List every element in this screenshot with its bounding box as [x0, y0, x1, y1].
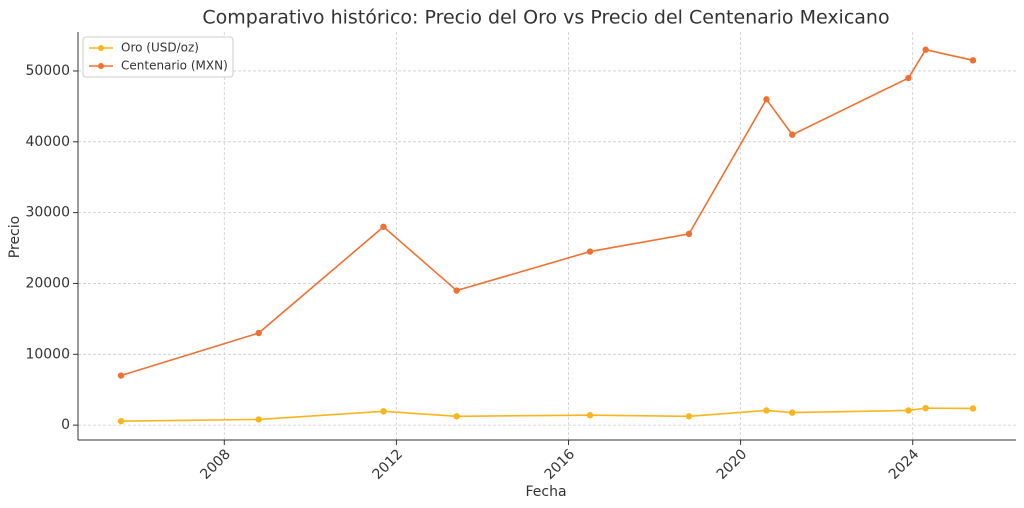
data-point [380, 223, 387, 230]
data-point [586, 412, 594, 419]
legend-label: Oro (USD/oz) [121, 41, 199, 55]
data-point [922, 46, 929, 53]
data-point [763, 407, 770, 414]
data-point [255, 329, 262, 337]
data-point [969, 57, 977, 64]
x-tick-label: 2012 [370, 446, 407, 483]
y-tick-label: 50000 [25, 63, 70, 79]
y-tick-label: 0 [61, 417, 70, 433]
y-tick-label: 10000 [25, 346, 70, 362]
y-axis-label: Precio [7, 216, 23, 258]
data-point [905, 407, 912, 414]
data-point [685, 413, 693, 420]
legend-swatch [98, 45, 104, 51]
legend-label: Centenario (MXN) [121, 59, 228, 73]
y-tick-label: 40000 [25, 134, 70, 150]
x-tick-label: 2024 [886, 446, 923, 483]
data-point [789, 409, 796, 416]
data-point [117, 372, 125, 379]
x-tick-label: 2016 [542, 446, 579, 483]
series-line [121, 407, 973, 422]
legend-swatch [98, 63, 104, 69]
y-tick-label: 30000 [25, 205, 70, 221]
data-point [453, 413, 460, 420]
data-point [453, 287, 460, 294]
y-tick-label: 20000 [25, 275, 70, 291]
x-tick-label: 2008 [197, 446, 234, 483]
data-point [763, 96, 770, 103]
data-point [117, 417, 125, 425]
data-point [969, 405, 977, 412]
data-point [380, 408, 387, 415]
legend-box [82, 36, 234, 78]
data-point [789, 131, 796, 138]
x-axis-label: Fecha [525, 484, 566, 500]
data-point [586, 248, 594, 255]
data-point [905, 74, 912, 82]
x-tick-label: 2020 [714, 446, 751, 483]
data-point [255, 416, 262, 423]
chart-title: Comparativo histórico: Precio del Oro vs… [202, 7, 889, 29]
data-point [922, 404, 929, 412]
data-point [685, 230, 693, 238]
